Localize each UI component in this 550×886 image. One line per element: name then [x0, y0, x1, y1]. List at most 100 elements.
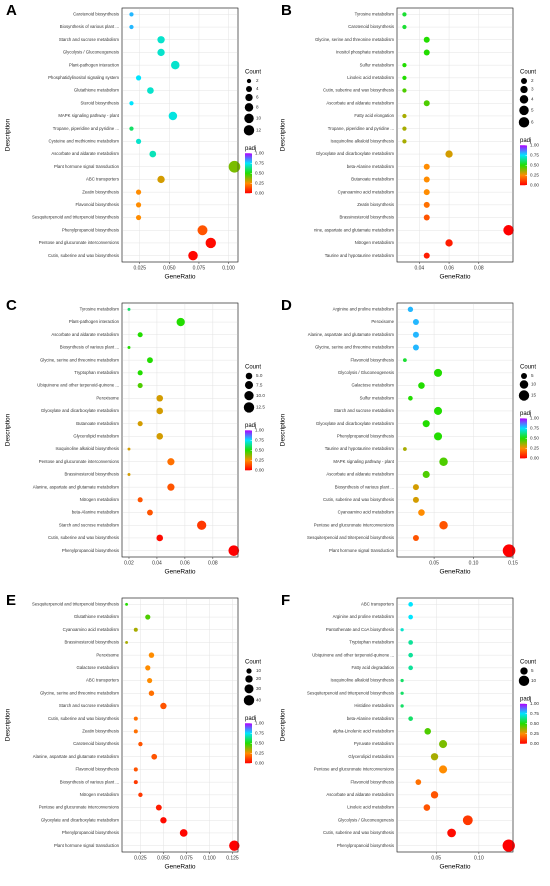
y-tick-label: Biosynthesis of various plant ...: [60, 24, 119, 29]
y-tick-label: Starch and sucrose metabolism: [59, 522, 120, 527]
legend-label: 10: [531, 382, 537, 387]
y-tick-label: Zeatin biosynthesis: [357, 202, 394, 207]
dot: [171, 60, 180, 70]
dot: [402, 126, 407, 131]
dot: [145, 665, 151, 671]
colorbar: [520, 418, 527, 459]
y-tick-label: Linoleic acid metabolism: [347, 75, 394, 80]
legend-title: padj: [520, 138, 531, 144]
y-tick-label: Plant-pathogen interaction: [69, 62, 120, 67]
colorbar-label: 0.25: [530, 731, 539, 736]
colorbar-label: 0.75: [255, 160, 264, 165]
colorbar-label: 0.75: [530, 152, 539, 157]
x-tick-label: 0.06: [180, 560, 190, 566]
dot: [412, 496, 419, 503]
panel-label: D: [281, 297, 292, 314]
dot: [228, 160, 241, 173]
dot: [147, 357, 153, 364]
legend-label: 2: [531, 78, 534, 83]
y-tick-label: Fatty acid degradation: [351, 665, 394, 670]
y-tick-label: Phenylpropanoid biosynthesis: [62, 227, 119, 232]
dot: [129, 12, 134, 17]
legend-label: 7.5: [256, 382, 263, 387]
y-tick-label: MAPK signaling pathway - plant: [58, 113, 119, 118]
dot: [412, 344, 419, 351]
dot: [135, 138, 142, 144]
legend-label: 5: [531, 373, 534, 378]
dot: [502, 544, 516, 557]
y-tick-label: Ascorbate and aldarate metabolism: [51, 332, 119, 337]
legend-dot: [520, 85, 528, 94]
dot: [400, 691, 404, 695]
y-tick-label: Plant hormone signal transduction: [54, 843, 120, 848]
plot-border: [396, 302, 514, 558]
dot: [415, 779, 422, 785]
y-tick-label: Pentose and glucuronate interconversions: [314, 522, 394, 527]
y-tick-label: Histidine metabolism: [354, 703, 394, 708]
colorbar: [520, 145, 527, 186]
dot: [418, 382, 425, 389]
dot: [407, 306, 414, 313]
dot: [157, 36, 165, 44]
y-tick-label: Peroxisome: [96, 652, 119, 657]
legend-dot: [244, 381, 254, 390]
legend-title: padj: [520, 696, 531, 702]
y-tick-label: Zeatin biosynthesis: [82, 189, 119, 194]
dot: [408, 640, 413, 645]
x-tick-label: 0.10: [474, 855, 484, 861]
dot: [402, 63, 407, 68]
dot: [402, 12, 407, 17]
y-tick-label: Galactose metabolism: [351, 383, 394, 388]
dot: [408, 614, 413, 620]
y-tick-label: Starch and sucrose metabolism: [59, 703, 120, 708]
legend-dot: [244, 684, 254, 694]
y-tick-label: Peroxisome: [371, 319, 394, 324]
y-tick-label: Tryptophan metabolism: [349, 640, 394, 645]
dot: [408, 716, 413, 721]
y-tick-label: Carotenoid biosynthesis: [73, 741, 119, 746]
plot-area: [121, 7, 239, 263]
y-tick-label: Glycolysis / Gluconeogenesis: [338, 370, 394, 375]
y-tick-label: nine, aspartate and glutamate metabolism: [314, 227, 394, 232]
y-tick-label: Sulfur metabolism: [360, 62, 395, 67]
y-tick-label: Starch and sucrose metabolism: [334, 408, 395, 413]
colorbar-label: 0.75: [255, 730, 264, 735]
y-tick-label: Brassinosteroid biosynthesis: [65, 472, 119, 477]
y-tick-label: Ascorbate and aldarate metabolism: [326, 100, 394, 105]
panel: D 0.05 0.10 0.15 Arginine and proline metabo…: [280, 297, 540, 576]
dot: [402, 447, 407, 451]
legend-dot: [245, 85, 253, 93]
legend-label: 5: [531, 668, 534, 673]
dot: [149, 150, 157, 158]
y-tick-label: Alanine, aspartate and glutamate metabol…: [33, 754, 120, 759]
y-tick-label: Butanoate metabolism: [351, 177, 394, 182]
dot: [137, 383, 143, 389]
dot: [412, 484, 419, 491]
colorbar-label: 1.00: [255, 150, 264, 155]
x-tick-label: 0.08: [474, 265, 484, 271]
dot: [133, 729, 138, 734]
x-axis-title: GeneRatio: [439, 569, 470, 576]
dot: [205, 237, 216, 249]
x-tick-label: 0.050: [163, 265, 176, 271]
dot: [423, 214, 430, 221]
legend-title: Count: [520, 365, 536, 371]
colorbar-label: 1.00: [530, 416, 539, 421]
panel: B 0.04 0.06 0.08 Tyrosine metabolism Caroteno…: [280, 2, 540, 281]
y-tick-label: Phosphatidylinositol signaling system: [48, 75, 119, 80]
y-tick-label: Nitrogen metabolism: [355, 240, 395, 245]
x-tick-label: 0.08: [208, 560, 218, 566]
x-tick-label: 0.06: [444, 265, 454, 271]
y-tick-label: Nitrogen metabolism: [80, 497, 120, 502]
y-axis-title: Description: [280, 118, 287, 151]
dot: [135, 189, 142, 195]
dot: [423, 201, 430, 208]
dot: [129, 24, 134, 30]
y-tick-label: Ascorbate and aldarate metabolism: [326, 792, 394, 797]
y-tick-label: Glycine, serine and threonine metabolism: [315, 37, 394, 42]
legend-label: 10: [531, 678, 537, 683]
panel-label: E: [6, 592, 16, 609]
dot: [138, 792, 143, 798]
dot: [439, 765, 448, 774]
dot: [138, 741, 143, 747]
